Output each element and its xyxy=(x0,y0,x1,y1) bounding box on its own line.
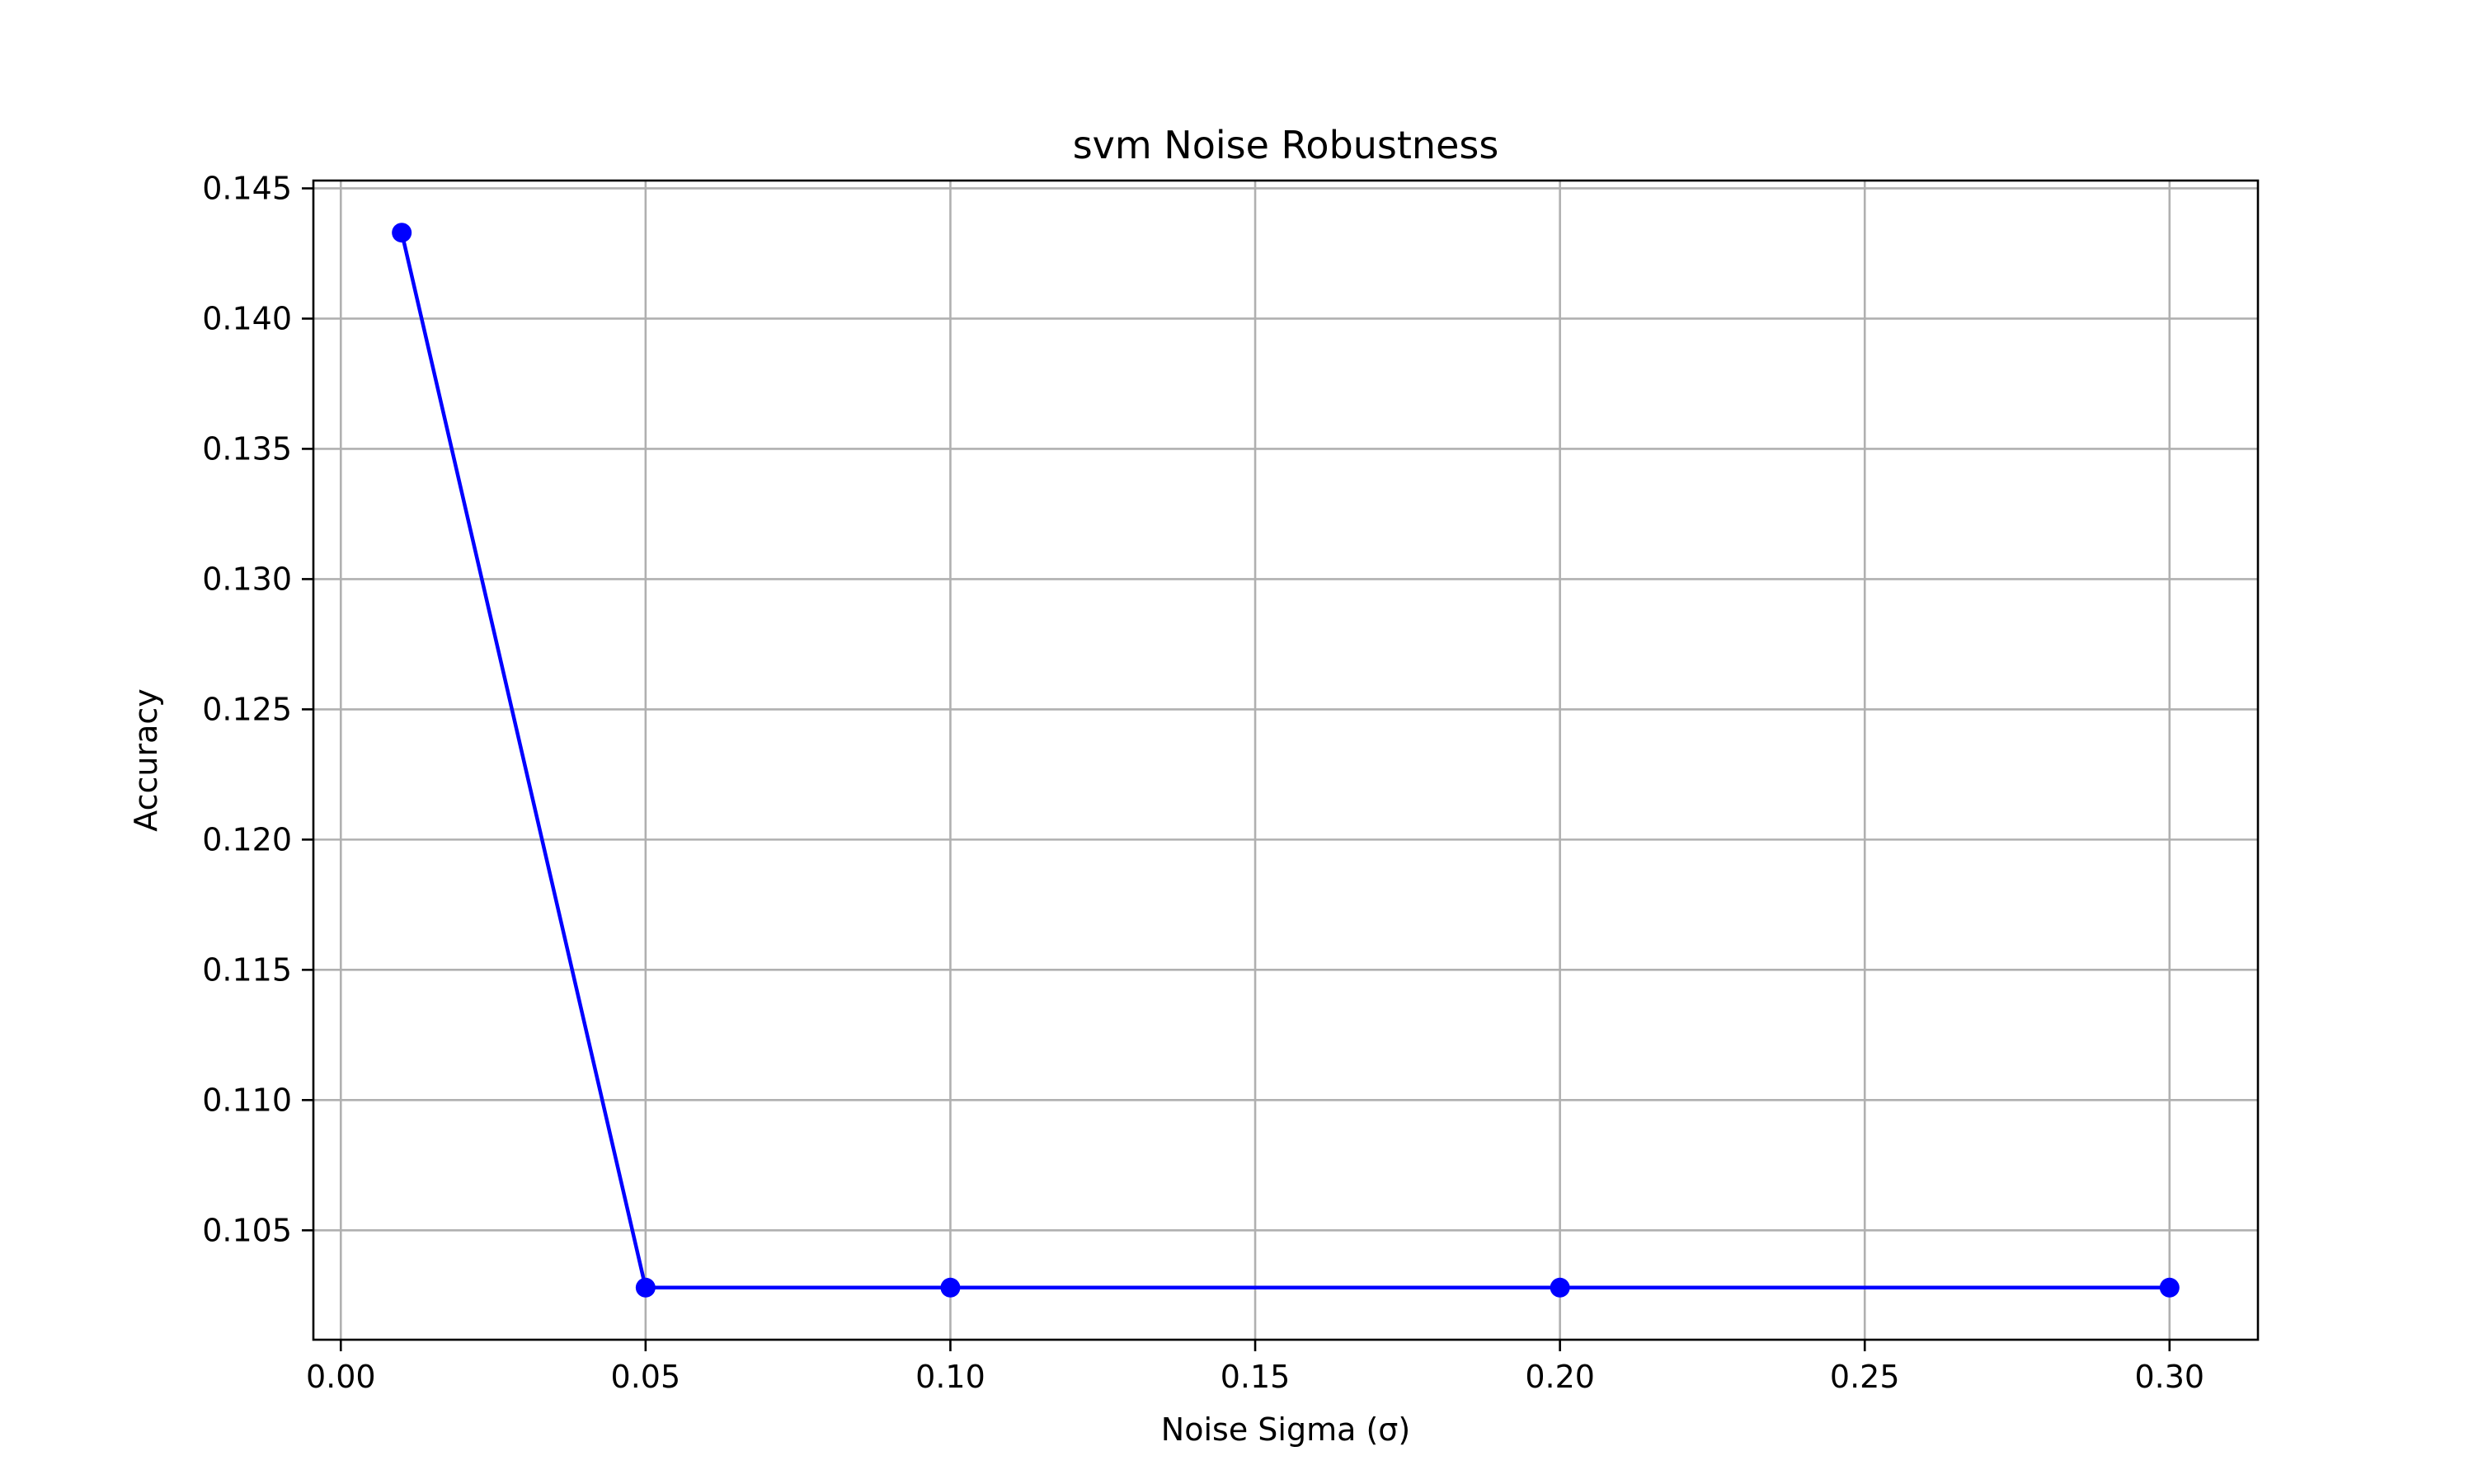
plot-frame xyxy=(312,179,2260,1341)
series-layer xyxy=(392,223,2180,1298)
y-tick-label: 0.135 xyxy=(202,430,292,467)
data-point xyxy=(940,1277,961,1298)
data-point xyxy=(392,223,412,243)
x-tick-label: 0.30 xyxy=(2135,1359,2205,1395)
data-point xyxy=(635,1277,656,1298)
y-axis-label: Accuracy xyxy=(128,688,164,832)
y-tick-label: 0.145 xyxy=(202,170,292,206)
y-tick-label: 0.125 xyxy=(202,691,292,727)
x-tick-label: 0.05 xyxy=(611,1359,681,1395)
y-tick-label: 0.110 xyxy=(202,1082,292,1118)
x-tick-label: 0.25 xyxy=(1830,1359,1900,1395)
y-tick-label: 0.120 xyxy=(202,821,292,857)
grid xyxy=(313,181,2258,1340)
x-tick-label: 0.15 xyxy=(1221,1359,1291,1395)
data-point xyxy=(1550,1277,1570,1298)
ticks: 0.00 0.05 0.10 0.15 0.20 0.25 0.30 0.105 0.110 0.… xyxy=(202,170,2204,1395)
x-tick-label: 0.20 xyxy=(1525,1359,1595,1395)
x-tick-label: 0.00 xyxy=(306,1359,376,1395)
y-tick-label: 0.105 xyxy=(202,1212,292,1248)
y-tick-label: 0.130 xyxy=(202,561,292,597)
x-tick-label: 0.10 xyxy=(915,1359,985,1395)
y-tick-label: 0.115 xyxy=(202,951,292,988)
data-point xyxy=(2159,1277,2180,1298)
chart-title: svm Noise Robustness xyxy=(1073,123,1499,167)
x-axis-label: Noise Sigma (σ) xyxy=(1161,1411,1410,1448)
y-tick-label: 0.140 xyxy=(202,300,292,336)
